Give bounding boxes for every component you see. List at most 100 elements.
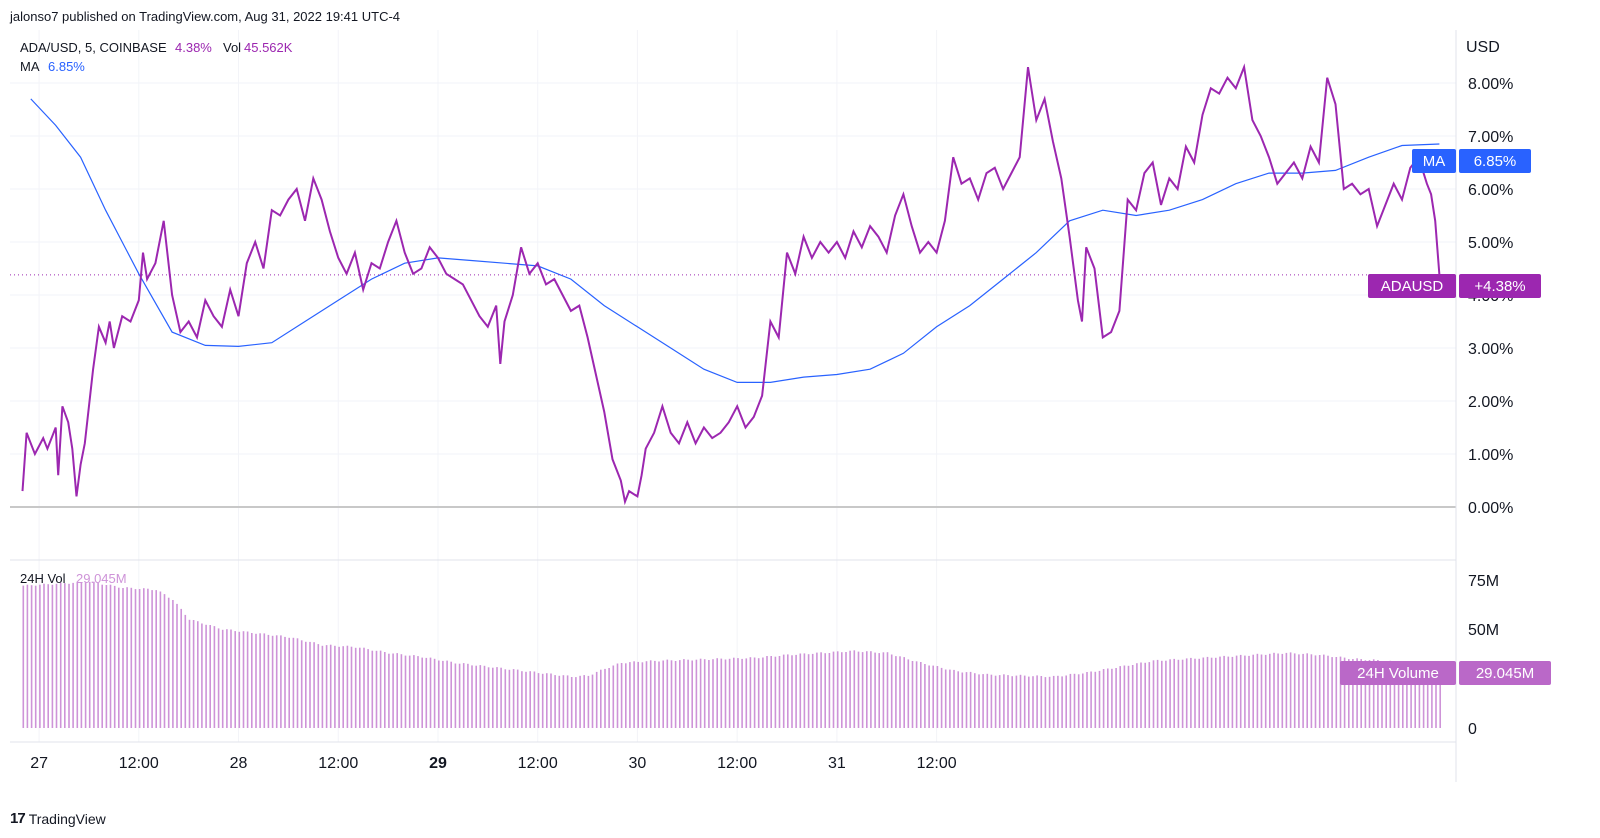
volume-bar	[658, 661, 660, 728]
volume-badge: 24H Volume 29.045M	[1340, 661, 1551, 685]
tradingview-brand[interactable]: 17 TradingView	[10, 810, 106, 827]
price-tick-label: 5.00%	[1468, 235, 1513, 252]
volume-bar	[836, 651, 839, 728]
volume-bar	[1285, 652, 1288, 728]
price-tick-label: 0.00%	[1468, 500, 1513, 517]
volume-bar	[791, 655, 793, 728]
volume-bar	[886, 652, 889, 728]
volume-bar	[188, 619, 191, 728]
volume-bar	[1036, 675, 1038, 728]
volume-bar	[1003, 674, 1005, 728]
volume-bar	[113, 585, 116, 728]
volume-bar	[205, 624, 207, 728]
volume-bar	[616, 663, 619, 728]
volume-bar	[687, 659, 689, 728]
volume-bar	[396, 653, 398, 728]
volume-bar	[974, 673, 976, 728]
volume-bar	[841, 652, 843, 728]
volume-bar	[1111, 668, 1113, 728]
volume-bar	[109, 584, 112, 728]
volume-bar	[238, 631, 241, 728]
volume-bar	[670, 660, 673, 728]
volume-bar	[1277, 653, 1279, 728]
legend-change: 4.38%	[175, 40, 212, 55]
volume-bar	[895, 656, 897, 728]
volume-bar	[1044, 677, 1047, 728]
volume-bar	[1306, 653, 1308, 728]
volume-bar	[1360, 659, 1362, 728]
volume-bar	[359, 647, 361, 728]
volume-bar	[1032, 676, 1034, 728]
volume-bar	[22, 585, 25, 728]
price-tick-label: 8.00%	[1468, 76, 1513, 93]
volume-bar	[1402, 664, 1404, 728]
volume-bar	[1244, 655, 1246, 728]
volume-bar	[1377, 660, 1379, 728]
volume-bar	[737, 658, 739, 728]
volume-bar	[911, 661, 914, 728]
volume-bar	[649, 660, 652, 728]
time-tick-label: 12:00	[518, 755, 558, 772]
volume-bar	[936, 666, 939, 728]
volume-bar	[313, 642, 315, 728]
volume-bar	[537, 673, 540, 728]
volume-bar	[591, 674, 594, 728]
volume-bar	[745, 658, 748, 728]
time-tick-label: 12:00	[119, 755, 159, 772]
volume-bar	[421, 657, 423, 728]
volume-bar	[388, 653, 390, 728]
volume-bar	[529, 671, 531, 728]
volume-bar	[965, 672, 968, 728]
volume-bar	[1028, 676, 1030, 728]
volume-bar	[425, 657, 428, 728]
volume-bar	[1235, 655, 1238, 728]
volume-bar	[226, 629, 228, 728]
volume-bar	[275, 635, 278, 728]
volume-bar	[242, 631, 245, 728]
volume-bar	[84, 582, 87, 728]
volume-bar	[317, 644, 320, 728]
volume-bar	[64, 583, 66, 728]
volume-bar	[1231, 656, 1234, 728]
volume-bar	[180, 608, 182, 728]
legend-vol24-value: 29.045M	[76, 571, 127, 586]
volume-bar	[492, 667, 494, 728]
volume-bar	[184, 614, 187, 728]
volume-bar	[309, 641, 311, 728]
volume-bar	[533, 671, 536, 728]
price-badge-value: +4.38%	[1474, 278, 1525, 295]
volume-bar	[558, 675, 561, 728]
volume-bar	[1335, 657, 1338, 728]
volume-bar	[80, 582, 83, 728]
volume-bar	[483, 665, 486, 728]
volume-bar	[1061, 676, 1063, 728]
time-tick-label: 12:00	[717, 755, 757, 772]
volume-bar	[379, 650, 382, 728]
volume-bar	[575, 677, 577, 728]
volume-bar	[1248, 655, 1250, 728]
ma-line	[30, 98, 1440, 383]
volume-bar	[288, 637, 290, 728]
volume-bar	[68, 583, 70, 728]
volume-bar	[1323, 654, 1325, 728]
time-tick-label: 31	[828, 755, 846, 772]
volume-bar	[93, 581, 95, 728]
volume-bar	[267, 634, 270, 728]
volume-bar	[1127, 665, 1130, 728]
volume-bar	[1082, 673, 1084, 728]
volume-bar	[1260, 654, 1263, 728]
volume-bar	[450, 661, 452, 728]
price-badge: ADAUSD +4.38%	[1368, 274, 1541, 298]
volume-bar	[512, 669, 515, 728]
volume-tick-label: 0	[1468, 721, 1477, 738]
volume-bar	[1161, 660, 1163, 728]
volume-bar	[903, 657, 905, 728]
volume-bar	[458, 663, 461, 728]
volume-bar	[699, 658, 702, 728]
volume-bar	[105, 585, 108, 728]
volume-bar	[1077, 674, 1080, 728]
volume-bar	[994, 675, 997, 728]
volume-bar	[770, 656, 772, 728]
volume-bar	[130, 587, 133, 728]
